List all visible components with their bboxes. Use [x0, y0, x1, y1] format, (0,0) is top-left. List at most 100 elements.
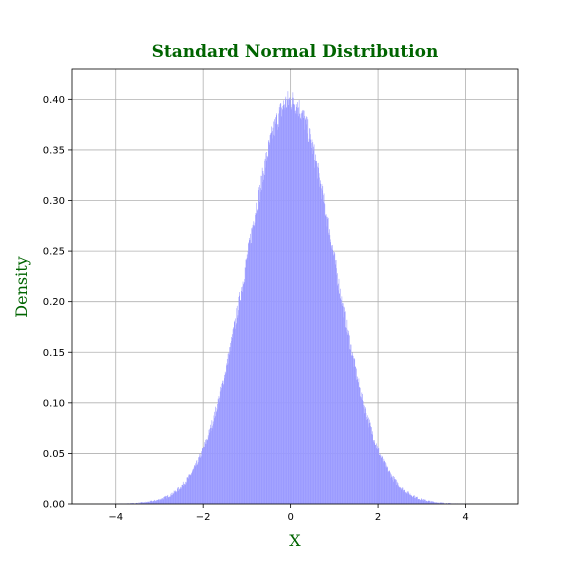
histogram-bar [147, 502, 149, 504]
histogram-bar [319, 186, 321, 504]
histogram-bar [258, 201, 260, 504]
histogram-bar [182, 484, 184, 504]
y-axis-label: Density [12, 256, 31, 317]
histogram-bar [154, 500, 156, 504]
histogram-bar [437, 502, 439, 504]
histogram-bar [318, 173, 320, 504]
histogram-bar [160, 499, 161, 504]
histogram-bar [435, 502, 436, 504]
histogram-bar [146, 502, 147, 504]
histogram-bar [386, 467, 388, 504]
histogram-bar [385, 463, 387, 504]
histogram-bar [349, 349, 351, 504]
histogram-bar [153, 500, 155, 504]
histogram-bar [324, 202, 325, 504]
histogram-bar [333, 255, 334, 504]
histogram-bar [209, 429, 210, 504]
histogram-bar [415, 496, 417, 504]
histogram-bar [211, 420, 213, 504]
histogram-bar [382, 456, 383, 504]
histogram-bar [268, 142, 270, 504]
histogram-bar [186, 477, 188, 504]
histogram-bar [304, 115, 305, 504]
histogram-bar [432, 501, 433, 504]
histogram-bar [334, 253, 336, 504]
histogram-bar [406, 493, 407, 504]
histogram-bar [135, 502, 137, 504]
histogram-bar [241, 291, 243, 504]
histogram-bar [408, 493, 410, 504]
histogram-bar [417, 496, 418, 504]
histogram-bar [183, 483, 185, 504]
histogram-bar [363, 404, 365, 504]
histogram-bar [386, 467, 388, 504]
histogram-bar [206, 439, 207, 504]
histogram-bar [416, 497, 418, 504]
histogram-bar [308, 141, 309, 504]
histogram-bar [379, 454, 380, 504]
histogram-bar [253, 225, 254, 505]
histogram-bar [261, 175, 262, 504]
histogram-bar [328, 232, 330, 504]
histogram-bar [418, 499, 419, 504]
histogram-bar [419, 499, 421, 504]
histogram-bar [250, 233, 251, 505]
histogram-bar [311, 143, 312, 505]
histogram-bar [391, 476, 393, 504]
histogram-bar [263, 179, 265, 504]
histogram-bar [286, 99, 288, 504]
histogram-bar [182, 484, 183, 504]
histogram-bar [221, 383, 223, 504]
histogram-bar [433, 501, 434, 504]
histogram-bar [257, 210, 258, 504]
histogram-bar [381, 457, 382, 504]
histogram-bar [197, 462, 199, 504]
histogram-bar [151, 500, 152, 504]
histogram-bar [288, 98, 290, 505]
histogram-bar [415, 496, 417, 504]
histogram-bar [276, 129, 278, 504]
histogram-bar [396, 485, 398, 504]
histogram-bar [292, 97, 293, 505]
histogram-bar [410, 495, 412, 504]
histogram-bar [166, 496, 167, 504]
histogram-bar [249, 240, 250, 504]
histogram-bar [387, 472, 389, 504]
histogram-bar [245, 259, 247, 504]
histogram-bar [299, 113, 301, 505]
histogram-bar [408, 491, 409, 504]
histogram-bar [280, 103, 282, 504]
histogram-bar [415, 498, 416, 504]
histogram-bar [219, 397, 221, 504]
histogram-bar [216, 412, 217, 504]
histogram-bar [140, 502, 142, 504]
histogram-bar [335, 260, 337, 504]
histogram-bar [327, 216, 329, 504]
histogram-bar [330, 242, 331, 504]
histogram-bar [334, 264, 336, 504]
histogram-bar [380, 455, 381, 504]
histogram-bar [356, 368, 357, 504]
histogram-bar [178, 488, 180, 504]
histogram-bar [219, 401, 220, 504]
histogram-bar [361, 398, 362, 504]
histogram-bar [214, 411, 215, 504]
histogram-bar [160, 498, 162, 504]
histogram-bar [326, 226, 328, 505]
histogram-bar [219, 391, 221, 504]
histogram-bar [431, 501, 433, 504]
histogram-bar [256, 210, 258, 504]
histogram-bar [172, 492, 174, 504]
histogram-bar [159, 499, 161, 504]
histogram-bar [404, 492, 406, 504]
histogram-bar [231, 334, 233, 504]
histogram-bar [206, 440, 208, 504]
histogram-bar [239, 292, 240, 504]
histogram-bar [383, 458, 385, 504]
histogram-bar [247, 251, 249, 504]
histogram-bar [210, 431, 212, 504]
histogram-bar [276, 113, 277, 504]
histogram-bar [139, 502, 141, 504]
histogram-bar [410, 495, 411, 504]
histogram-bar [148, 502, 150, 504]
